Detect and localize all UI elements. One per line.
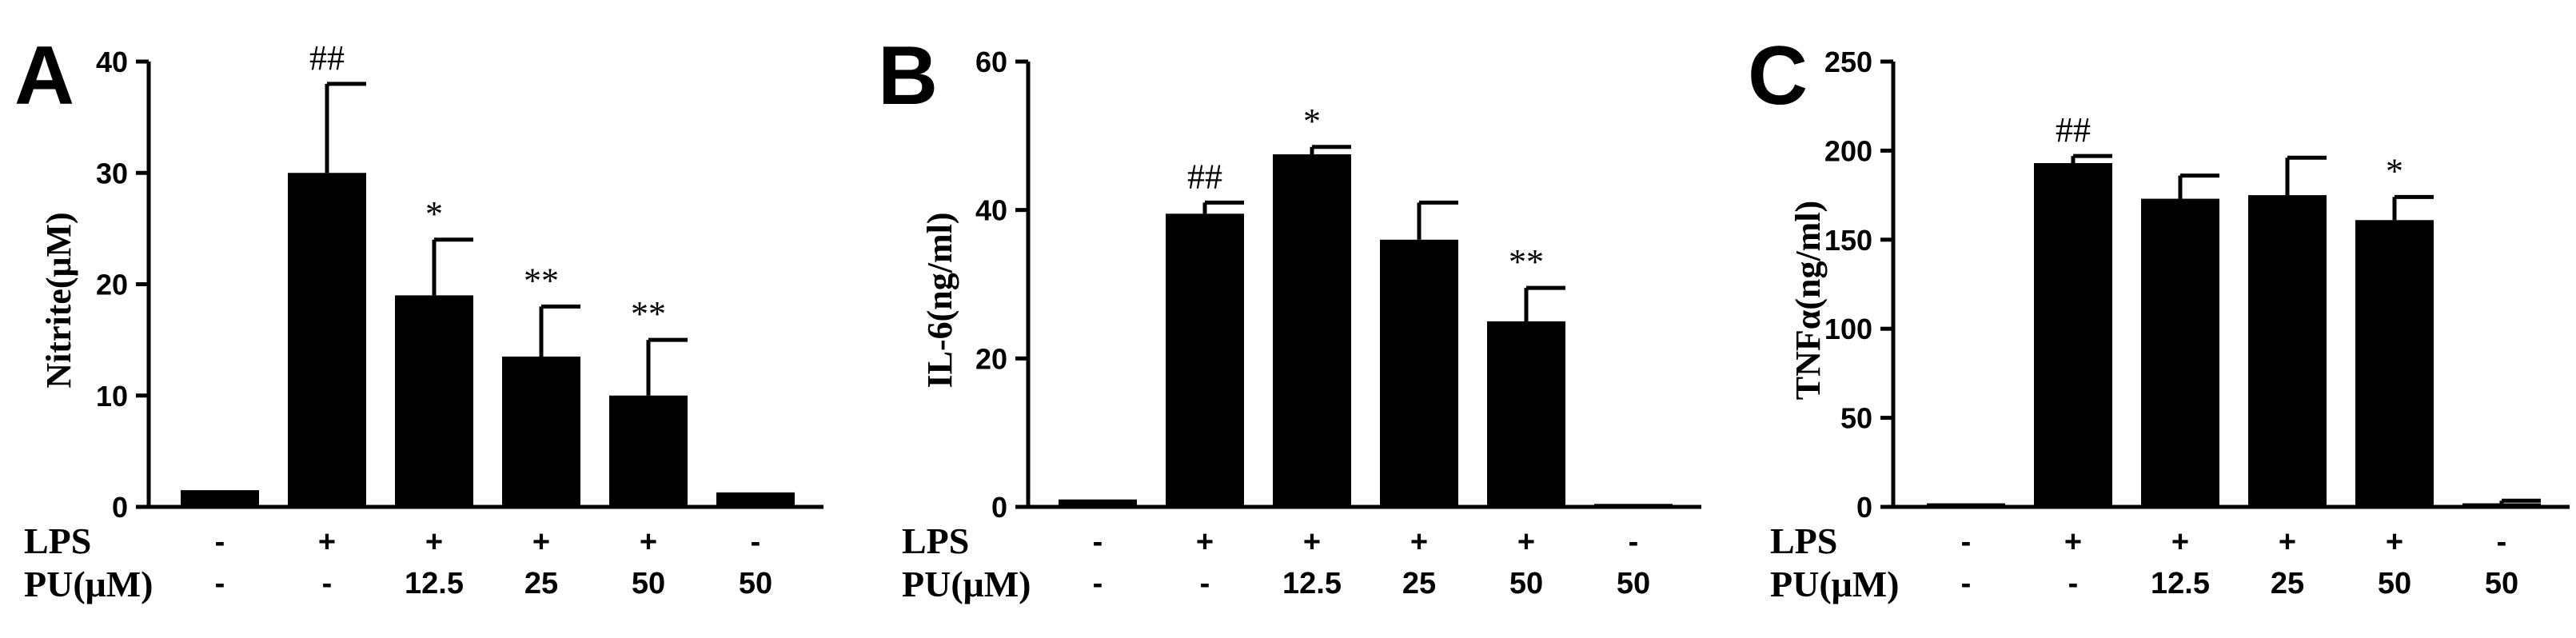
significance-label: ##	[2056, 110, 2091, 150]
significance-label: ##	[309, 38, 345, 78]
lps-value: -	[2497, 525, 2507, 559]
panel-letter: C	[1748, 30, 1808, 122]
pu-value: 50	[739, 567, 772, 600]
pu-row-label: PU(μM)	[1770, 564, 1899, 604]
panel-letter: A	[14, 30, 74, 122]
bar	[1487, 321, 1565, 507]
y-tick-label: 150	[1824, 224, 1872, 257]
significance-label: *	[2386, 151, 2403, 190]
panel-a: A 0 10 20 30 40 Nitrite(μM) - - ## + - * +12.5 ** +25 **…	[14, 30, 823, 604]
y-tick-label: 20	[975, 342, 1007, 375]
lps-value: +	[1517, 525, 1535, 559]
bar	[2141, 198, 2219, 507]
lps-value: +	[1303, 525, 1321, 559]
bar	[1273, 154, 1351, 507]
bar	[609, 395, 688, 507]
bar	[2034, 162, 2112, 507]
lps-value: +	[2064, 525, 2082, 559]
pu-value: -	[215, 567, 225, 600]
y-tick-label: 0	[991, 491, 1007, 524]
significance-label: **	[524, 261, 559, 300]
y-tick-label: 0	[1856, 491, 1872, 524]
y-tick-label: 40	[975, 194, 1007, 227]
lps-value: +	[1410, 525, 1428, 559]
lps-value: -	[751, 525, 761, 559]
panel-letter: B	[878, 30, 938, 122]
significance-label: **	[1509, 242, 1544, 281]
pu-value: 50	[1617, 567, 1650, 600]
lps-value: +	[1196, 525, 1214, 559]
lps-value: +	[2386, 525, 2403, 559]
lps-value: +	[2279, 525, 2296, 559]
pu-value: -	[322, 567, 333, 600]
lps-value: +	[640, 525, 657, 559]
y-axis-label: Nitrite(μM)	[39, 212, 78, 388]
lps-value: -	[215, 525, 225, 559]
pu-value: 50	[2378, 567, 2411, 600]
significance-label: **	[631, 294, 666, 333]
y-tick-label: 40	[96, 46, 128, 78]
pu-value: 12.5	[2151, 567, 2210, 600]
y-tick-label: 200	[1824, 134, 1872, 167]
bar	[1059, 499, 1137, 507]
pu-value: -	[1093, 567, 1103, 600]
bar	[1166, 213, 1244, 507]
bar	[1594, 504, 1673, 507]
pu-value: -	[1961, 567, 1972, 600]
y-tick-label: 250	[1824, 46, 1872, 78]
pu-row-label: PU(μM)	[24, 564, 153, 604]
pu-value: 12.5	[405, 567, 464, 600]
lps-row-label: LPS	[24, 520, 91, 561]
significance-label: *	[1303, 102, 1321, 141]
panel-c: C 0 50 100 150 200 250 TNFα(ng/ml) - - ## + - +12.5 +2…	[1748, 30, 2570, 604]
pu-value: 50	[2485, 567, 2518, 600]
y-axis-label: TNFα(ng/ml)	[1788, 201, 1828, 400]
pu-row-label: PU(μM)	[902, 564, 1031, 604]
bar	[395, 295, 473, 507]
bar	[2462, 503, 2541, 507]
bar	[2355, 220, 2434, 507]
y-tick-label: 0	[112, 491, 128, 524]
y-tick-label: 20	[96, 269, 128, 301]
pu-value: 25	[524, 567, 558, 600]
y-tick-label: 10	[96, 380, 128, 413]
bar	[2248, 195, 2327, 507]
bar	[716, 492, 795, 507]
lps-value: +	[318, 525, 336, 559]
lps-row-label: LPS	[1770, 520, 1837, 561]
pu-value: 50	[632, 567, 665, 600]
lps-value: -	[1093, 525, 1103, 559]
lps-value: +	[532, 525, 550, 559]
pu-value: 25	[2271, 567, 2304, 600]
significance-label: *	[425, 194, 443, 233]
bar	[181, 490, 259, 507]
bar	[288, 173, 366, 507]
y-tick-label: 30	[96, 157, 128, 189]
lps-value: -	[1961, 525, 1972, 559]
pu-value: 25	[1402, 567, 1436, 600]
lps-row-label: LPS	[902, 520, 969, 561]
y-tick-label: 50	[1840, 402, 1872, 435]
significance-label: ##	[1187, 157, 1222, 196]
bar	[1380, 239, 1458, 507]
y-axis-label: IL-6(ng/ml)	[920, 213, 959, 389]
pu-value: -	[1200, 567, 1210, 600]
pu-value: 50	[1509, 567, 1543, 600]
y-tick-label: 60	[975, 46, 1007, 78]
pu-value: -	[2068, 567, 2079, 600]
y-tick-label: 100	[1824, 313, 1872, 345]
lps-value: +	[425, 525, 443, 559]
pu-value: 12.5	[1282, 567, 1342, 600]
bar	[1927, 503, 2005, 507]
panel-b: B 0 20 40 60 IL-6(ng/ml) - - ## + - * +12.5 +25 ** +50 -…	[878, 30, 1701, 604]
lps-value: -	[1629, 525, 1639, 559]
lps-value: +	[2171, 525, 2189, 559]
bar	[502, 357, 580, 507]
